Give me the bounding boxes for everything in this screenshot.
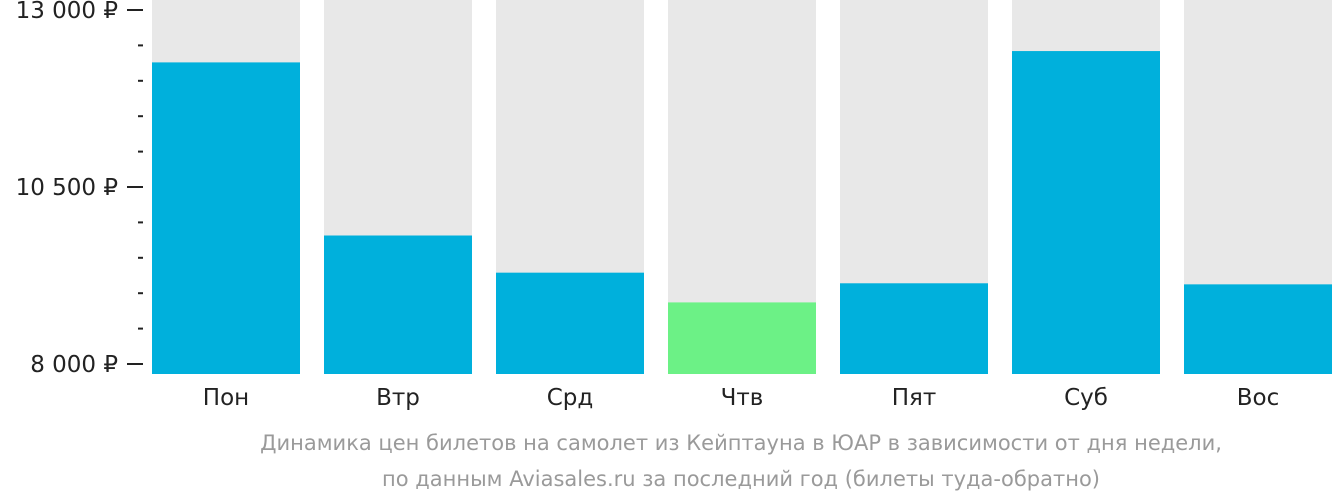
x-tick-label: Втр <box>376 385 420 411</box>
x-tick-label: Пят <box>892 385 937 411</box>
bar <box>324 235 472 374</box>
y-tick-label: 8 000 ₽ <box>30 352 118 378</box>
chart-caption-line-2: по данным Aviasales.ru за последний год … <box>382 467 1100 491</box>
bar <box>840 283 988 374</box>
y-tick-label: 13 000 ₽ <box>16 0 118 24</box>
x-tick-label: Суб <box>1064 385 1108 411</box>
x-tick-label: Пон <box>203 385 249 411</box>
x-tick-label: Чтв <box>721 385 764 411</box>
x-tick-label: Срд <box>547 385 594 411</box>
y-tick-label: 10 500 ₽ <box>16 175 118 201</box>
bar <box>1184 284 1332 374</box>
bar <box>152 62 300 374</box>
bar <box>496 272 644 374</box>
bar-cheapest <box>668 302 816 374</box>
chart-caption-line-1: Динамика цен билетов на самолет из Кейпт… <box>260 431 1222 455</box>
bar <box>1012 51 1160 375</box>
x-tick-label: Вос <box>1237 385 1280 411</box>
